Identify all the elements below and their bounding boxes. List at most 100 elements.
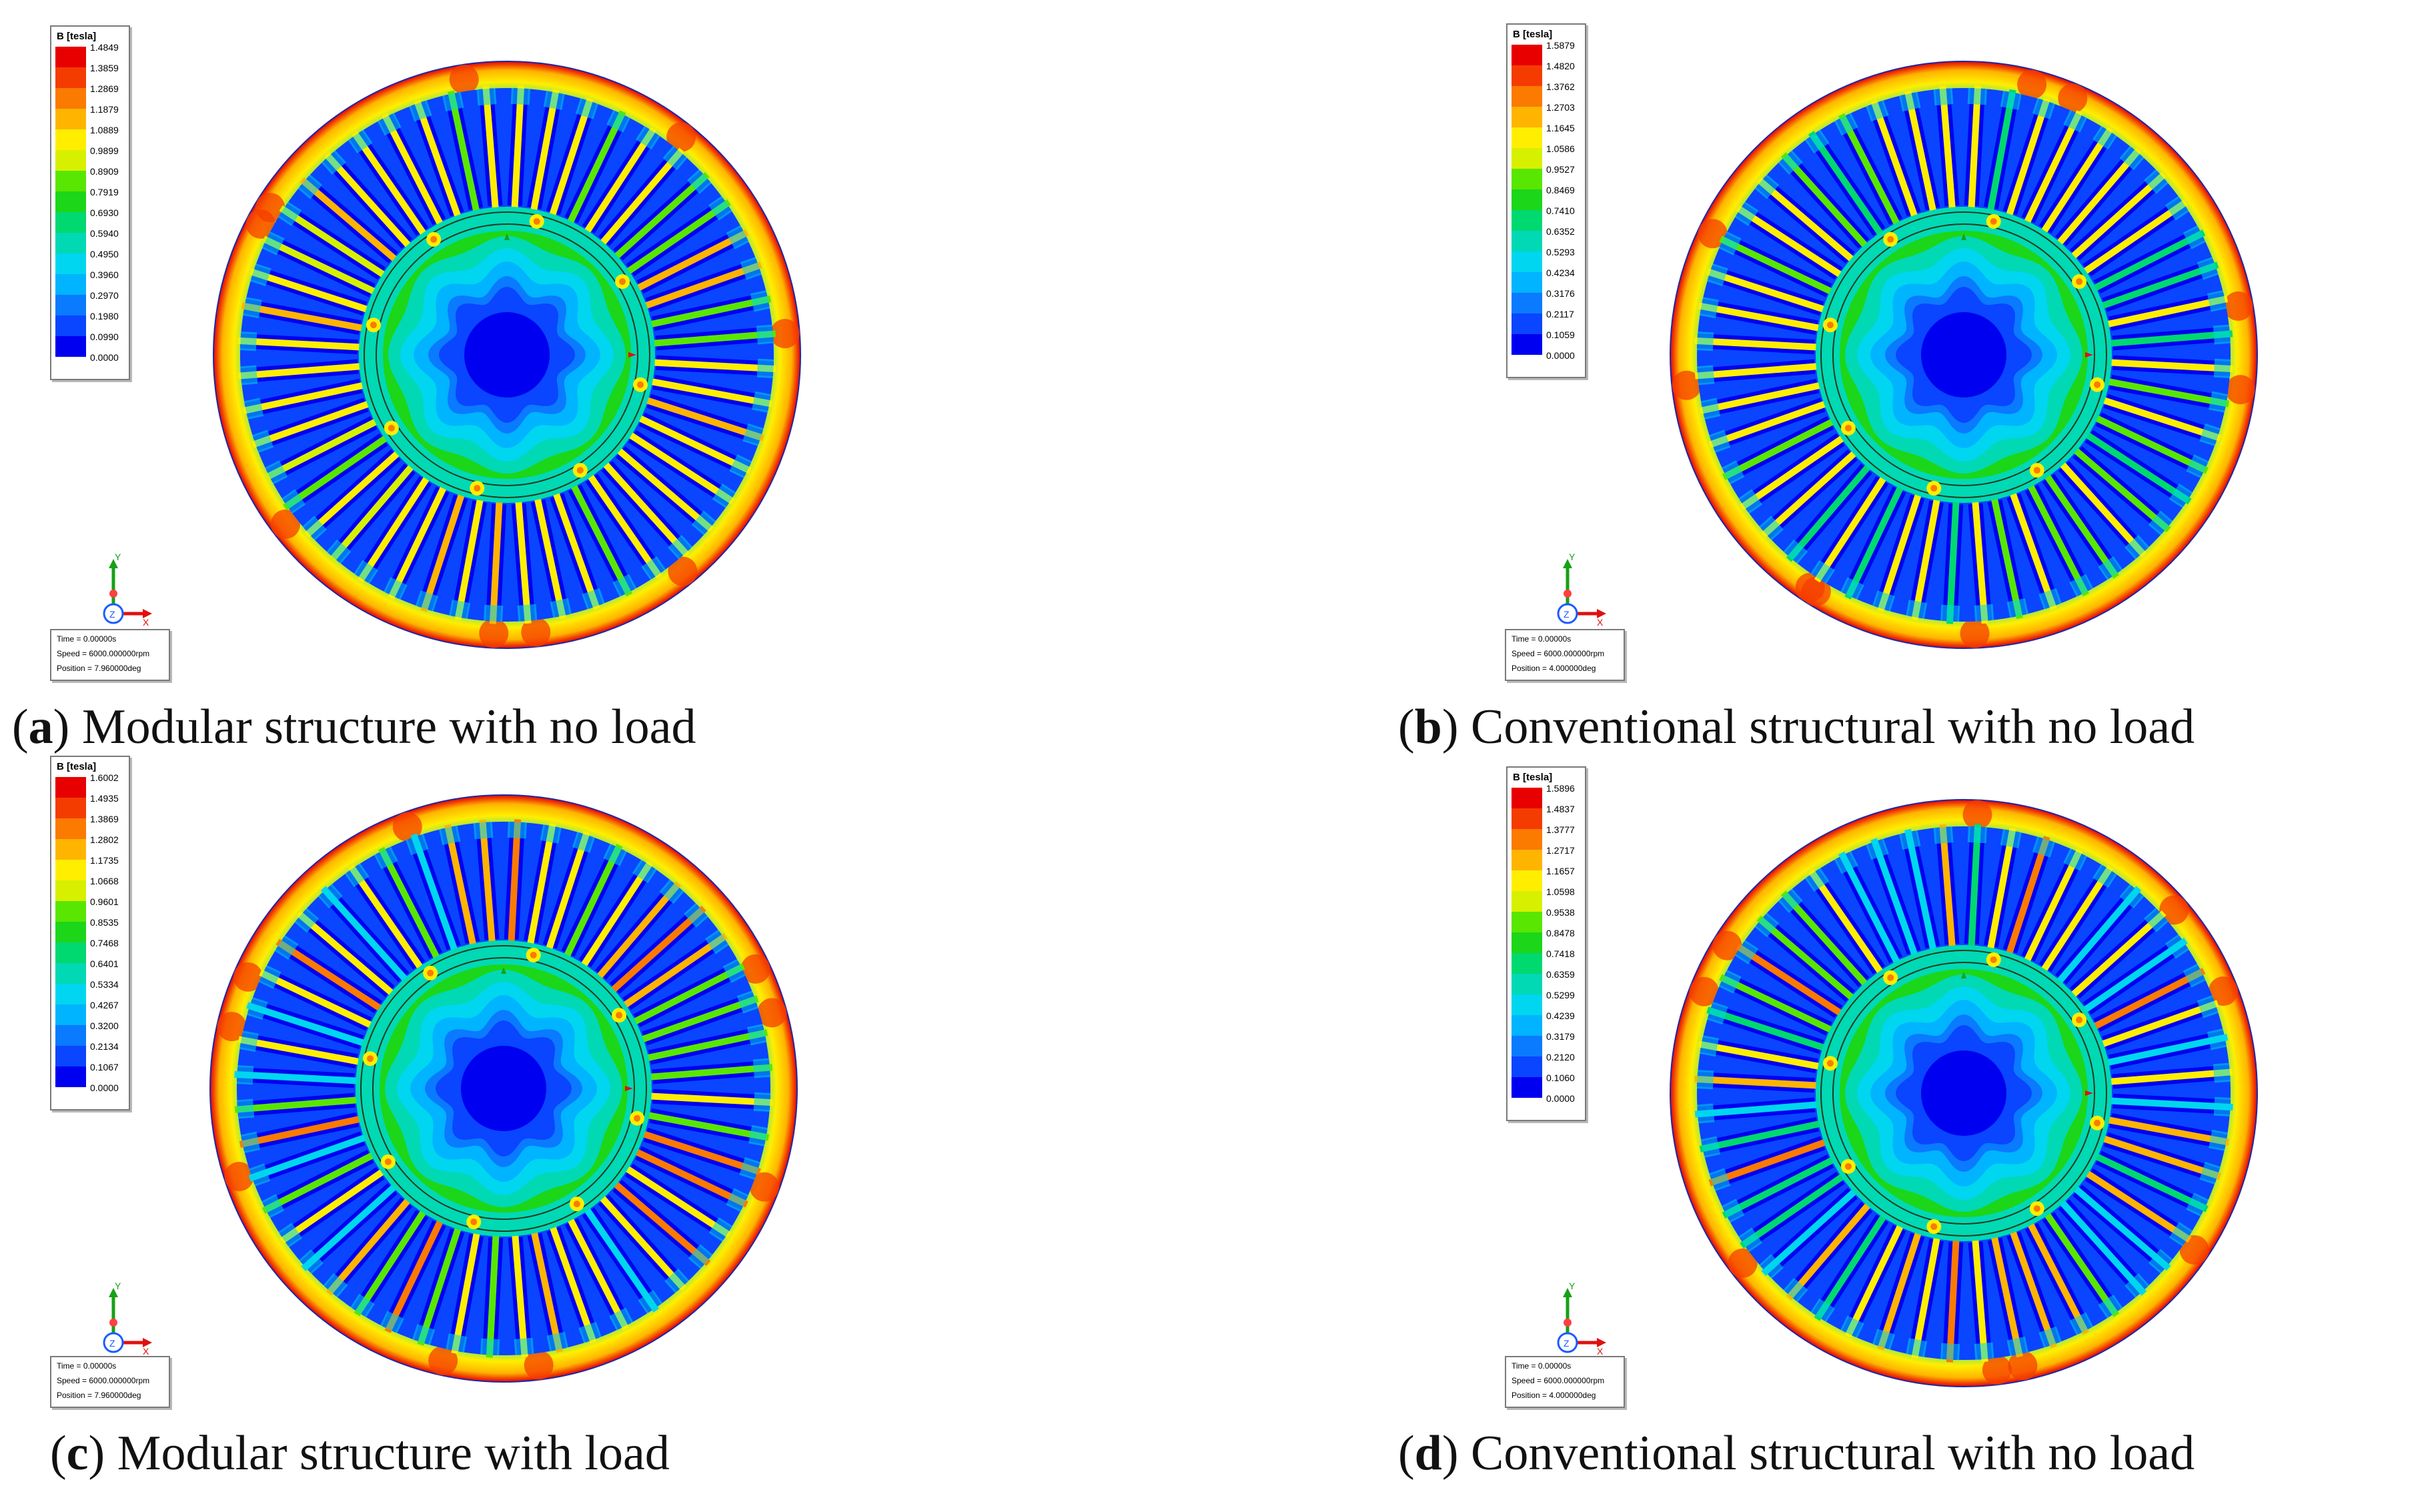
colorbar-swatch bbox=[55, 1066, 86, 1087]
colorbar-tick-label: 0.6359 bbox=[1546, 969, 1575, 980]
axis-y-label: Y bbox=[1569, 1283, 1576, 1291]
colorbar-swatch bbox=[55, 150, 86, 171]
colorbar-swatch bbox=[1512, 808, 1542, 829]
colorbar-tick-label: 0.0000 bbox=[1546, 350, 1575, 361]
colorbar-tick-label: 0.3200 bbox=[90, 1020, 119, 1031]
colorbar-swatch bbox=[1512, 334, 1542, 355]
colorbar-tick-label: 0.3176 bbox=[1546, 288, 1575, 299]
coordinate-axes: Y X Z bbox=[1557, 554, 1606, 627]
colorbar-tick-label: 0.9527 bbox=[1546, 164, 1575, 175]
colorbar-tick-label: 1.3777 bbox=[1546, 824, 1575, 835]
colorbar-tick-label: 0.7919 bbox=[90, 187, 119, 197]
colorbar-tick-label: 1.0668 bbox=[90, 876, 119, 886]
axis-x-label: X bbox=[1597, 1346, 1604, 1356]
colorbar-swatch bbox=[55, 336, 86, 357]
colorbar-tick-label: 0.5940 bbox=[90, 228, 119, 239]
colorbar-tick-label: 0.8469 bbox=[1546, 185, 1575, 195]
colorbar-tick-label: 0.5334 bbox=[90, 979, 119, 990]
colorbar-tick-label: 1.2703 bbox=[1546, 102, 1575, 113]
colorbar-swatch bbox=[1512, 107, 1542, 127]
colorbar-swatch bbox=[55, 1046, 86, 1066]
panel-caption: (d) Conventional structural with no load bbox=[1398, 1426, 2195, 1481]
colorbar-swatch bbox=[1512, 870, 1542, 891]
caption-text: Modular structure with no load bbox=[69, 700, 696, 754]
colorbar-tick-label: 1.2869 bbox=[90, 83, 119, 94]
axis-x-label: X bbox=[143, 617, 149, 627]
colorbar-tick-label: 1.4820 bbox=[1546, 61, 1575, 71]
colorbar-tick-label: 0.9899 bbox=[90, 145, 119, 156]
colorbar-tick-label: 0.3960 bbox=[90, 269, 119, 280]
axis-y-label: Y bbox=[115, 554, 121, 562]
colorbar-swatch bbox=[1512, 1056, 1542, 1077]
colorbar-swatch bbox=[55, 984, 86, 1004]
colorbar-swatch bbox=[1512, 850, 1542, 870]
colorbar-tick-label: 0.1980 bbox=[90, 311, 119, 321]
coordinate-axes: Y X Z bbox=[1557, 1283, 1606, 1356]
colorbar-swatch bbox=[55, 67, 86, 88]
colorbar-swatch bbox=[1512, 189, 1542, 210]
colorbar-swatch bbox=[55, 129, 86, 150]
colorbar-tick-label: 0.9601 bbox=[90, 896, 119, 907]
axis-x-label: X bbox=[143, 1346, 149, 1356]
colorbar-legend: B [tesla] 1.5879 1.4820 1.3762 1.2703 1.1645… bbox=[1506, 23, 1586, 378]
colorbar-tick-label: 0.4267 bbox=[90, 1000, 119, 1010]
flux-density-plot bbox=[1670, 799, 2258, 1387]
panel-caption: (b) Conventional structural with no load bbox=[1398, 700, 2195, 754]
caption-text: Conventional structural with no load bbox=[1458, 1426, 2195, 1481]
colorbar-swatch bbox=[55, 295, 86, 315]
colorbar-tick-label: 0.4234 bbox=[1546, 267, 1575, 278]
colorbar-tick-label: 1.4849 bbox=[90, 42, 119, 53]
info-speed: Speed = 6000.000000rpm bbox=[1512, 649, 1605, 658]
colorbar-swatch bbox=[1512, 788, 1542, 808]
colorbar-tick-label: 1.1645 bbox=[1546, 123, 1575, 133]
colorbar-tick-label: 1.4837 bbox=[1546, 804, 1575, 814]
colorbar-swatch bbox=[55, 880, 86, 901]
colorbar-swatch bbox=[1512, 1015, 1542, 1036]
colorbar-legend: B [tesla] 1.5896 1.4837 1.3777 1.2717 1.1657… bbox=[1506, 766, 1586, 1121]
caption-letter: a bbox=[28, 700, 53, 754]
colorbar-swatch bbox=[1512, 313, 1542, 334]
colorbar-swatch bbox=[55, 1025, 86, 1046]
axis-y-label: Y bbox=[115, 1283, 121, 1291]
colorbar-tick-label: 0.1060 bbox=[1546, 1072, 1575, 1083]
colorbar-swatch bbox=[55, 942, 86, 963]
colorbar-tick-label: 1.1879 bbox=[90, 104, 119, 115]
flux-density-plot bbox=[209, 794, 798, 1383]
info-position: Position = 4.000000deg bbox=[1512, 664, 1596, 673]
colorbar-tick-label: 1.5879 bbox=[1546, 40, 1575, 51]
legend-title: B [tesla] bbox=[1513, 772, 1553, 783]
colorbar-swatch bbox=[1512, 65, 1542, 86]
colorbar-swatch bbox=[55, 798, 86, 818]
colorbar-tick-label: 0.1067 bbox=[90, 1062, 119, 1072]
colorbar-legend: B [tesla] 1.6002 1.4935 1.3869 1.2802 1.1735… bbox=[50, 756, 130, 1110]
colorbar-swatch bbox=[1512, 86, 1542, 107]
colorbar-swatch bbox=[1512, 251, 1542, 272]
colorbar-swatch bbox=[1512, 169, 1542, 189]
colorbar-swatch bbox=[1512, 1077, 1542, 1098]
colorbar-tick-label: 1.6002 bbox=[90, 772, 119, 783]
colorbar-swatch bbox=[1512, 231, 1542, 251]
colorbar-tick-label: 0.6352 bbox=[1546, 226, 1575, 237]
colorbar-tick-label: 0.7410 bbox=[1546, 205, 1575, 216]
panel-d: B [tesla] 1.5896 1.4837 1.3777 1.2717 1.1657… bbox=[1205, 756, 2409, 1511]
info-time: Time = 0.00000s bbox=[1512, 634, 1572, 644]
coordinate-axes: Y X Z bbox=[103, 1283, 152, 1356]
colorbar-tick-label: 0.3179 bbox=[1546, 1031, 1575, 1042]
panel-caption: (c) Modular structure with load bbox=[50, 1426, 670, 1481]
info-time: Time = 0.00000s bbox=[1512, 1361, 1572, 1371]
panel-caption: (a) Modular structure with no load bbox=[12, 700, 696, 754]
colorbar-swatch bbox=[55, 922, 86, 942]
colorbar-tick-label: 0.5299 bbox=[1546, 990, 1575, 1000]
colorbar-tick-label: 1.2717 bbox=[1546, 845, 1575, 856]
colorbar-tick-label: 1.1657 bbox=[1546, 866, 1575, 876]
colorbar-swatch bbox=[55, 315, 86, 336]
colorbar-swatch bbox=[1512, 974, 1542, 994]
info-speed: Speed = 6000.000000rpm bbox=[1512, 1376, 1605, 1385]
colorbar-tick-label: 0.8909 bbox=[90, 166, 119, 177]
colorbar-tick-label: 0.0000 bbox=[1546, 1093, 1575, 1104]
legend-title: B [tesla] bbox=[57, 31, 97, 42]
colorbar-swatch bbox=[55, 253, 86, 274]
colorbar-tick-label: 1.3869 bbox=[90, 814, 119, 824]
colorbar-swatch bbox=[1512, 210, 1542, 231]
colorbar-swatch bbox=[55, 47, 86, 67]
